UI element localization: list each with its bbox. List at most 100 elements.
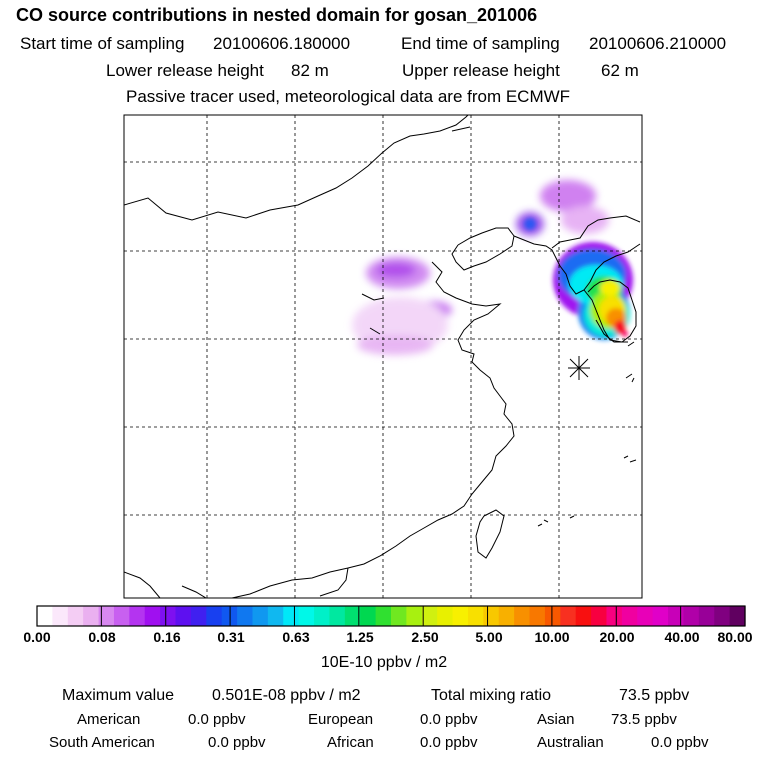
colorbar-swatch xyxy=(129,606,146,626)
plume-korea-yellow xyxy=(600,280,620,296)
colorbar-swatch xyxy=(298,606,315,626)
colorbar-swatch xyxy=(514,606,531,626)
colorbar-tick-2: 0.16 xyxy=(153,629,181,645)
colorbar-swatch xyxy=(406,606,423,626)
region-south-american-value: 0.0 ppbv xyxy=(208,734,266,751)
region-american-label: American xyxy=(77,711,141,728)
region-european-label: European xyxy=(308,711,374,728)
max-value-label: Maximum value xyxy=(62,687,175,704)
map-frame xyxy=(123,114,643,599)
colorbar-frame xyxy=(36,605,746,627)
colorbar-swatch xyxy=(160,606,177,626)
colorbar-swatch xyxy=(421,606,438,626)
taiwan xyxy=(475,509,505,559)
region-african-value: 0.0 ppbv xyxy=(420,734,478,751)
colorbar-swatch xyxy=(314,606,331,626)
colorbar-swatch xyxy=(144,606,161,626)
colorbar-swatch xyxy=(67,606,84,626)
korea-south-coast xyxy=(595,319,628,343)
colorbar-tick-9: 20.00 xyxy=(599,629,635,645)
hainan-strait xyxy=(181,585,207,598)
kyushu-island xyxy=(625,341,635,383)
colorbar-swatch xyxy=(606,606,623,626)
graticule xyxy=(124,115,642,598)
colorbar-swatch xyxy=(113,606,130,626)
korea-peninsula xyxy=(583,279,637,343)
end-time-value: 20100606.210000 xyxy=(589,34,727,53)
coast-liaodong xyxy=(513,235,641,295)
colorbar-units: 10E-10 ppbv / m2 xyxy=(320,654,448,671)
colorbar-swatch xyxy=(698,606,715,626)
colorbar-swatch xyxy=(683,606,700,626)
inland-border-1 xyxy=(361,293,385,335)
plume-west-core xyxy=(376,262,416,278)
colorbar-tick-0: 0.00 xyxy=(23,629,51,645)
colorbar-tick-4: 0.63 xyxy=(282,629,310,645)
coast-shandong xyxy=(347,261,515,569)
colorbar-swatch xyxy=(37,606,53,626)
plume-korea-red xyxy=(614,320,626,334)
total-mixing-value: 73.5 ppbv xyxy=(619,687,690,704)
region-american-value: 0.0 ppbv xyxy=(188,711,246,728)
colorbar-swatch xyxy=(498,606,515,626)
colorbar-swatch xyxy=(83,606,100,626)
border-ne xyxy=(451,126,641,249)
colorbar-swatch xyxy=(621,606,638,626)
colorbar-tick-1: 0.08 xyxy=(88,629,116,645)
region-asian-value: 73.5 ppbv xyxy=(611,711,677,728)
plume-north-2 xyxy=(561,206,609,234)
colorbar-swatch xyxy=(283,606,300,626)
colorbar-swatch xyxy=(560,606,577,626)
colorbar-swatch xyxy=(668,606,685,626)
colorbar-swatch xyxy=(652,606,669,626)
coast-sw-land xyxy=(124,571,161,598)
end-time-label: End time of sampling xyxy=(401,34,560,53)
colorbar-swatch xyxy=(637,606,654,626)
colorbar-swatch xyxy=(252,606,269,626)
colorbar-swatch xyxy=(714,606,731,626)
plume-nw-blue xyxy=(524,218,536,230)
colorbar-swatch xyxy=(267,606,284,626)
asterisk-receptor-marker-icon xyxy=(568,356,590,380)
region-european-value: 0.0 ppbv xyxy=(420,711,478,728)
tracer-note: Passive tracer used, meteorological data… xyxy=(126,87,571,106)
start-time-label: Start time of sampling xyxy=(20,34,185,53)
colorbar-tick-8: 10.00 xyxy=(534,629,570,645)
colorbar-swatch xyxy=(375,606,392,626)
region-australian-value: 0.0 ppbv xyxy=(651,734,709,751)
colorbar-swatch xyxy=(329,606,346,626)
region-asian-label: Asian xyxy=(537,711,575,728)
colorbar-swatch xyxy=(190,606,207,626)
colorbar-swatch xyxy=(391,606,407,626)
upper-height-label: Upper release height xyxy=(402,61,560,80)
ryukyu-1 xyxy=(537,455,637,527)
region-african-label: African xyxy=(327,734,374,751)
colorbar-swatch xyxy=(483,606,500,626)
colorbar-swatch xyxy=(237,606,254,626)
colorbar-swatch xyxy=(591,606,608,626)
border-north xyxy=(124,115,469,221)
region-australian-label: Australian xyxy=(537,734,604,751)
colorbar-swatch xyxy=(98,606,115,626)
lower-height-label: Lower release height xyxy=(106,61,264,80)
colorbar-tick-7: 5.00 xyxy=(475,629,503,645)
plume-west-south xyxy=(357,335,433,355)
colorbar-swatch xyxy=(344,606,361,626)
map-title: CO source contributions in nested domain… xyxy=(16,5,538,25)
colorbar-swatch xyxy=(544,606,561,626)
colorbar-tick-11: 80.00 xyxy=(717,629,753,645)
colorbar-swatch xyxy=(575,606,592,626)
region-south-american-label: South American xyxy=(49,734,155,751)
colorbar xyxy=(37,606,746,626)
plume-korea-pink xyxy=(622,331,628,337)
coast-south-china xyxy=(231,567,349,598)
coast-bohai-korea-bay xyxy=(451,227,515,271)
colorbar-tick-3: 0.31 xyxy=(217,629,245,645)
contribution-field xyxy=(352,180,633,355)
start-time-value: 20100606.180000 xyxy=(213,34,351,53)
upper-height-value: 62 m xyxy=(601,61,639,80)
colorbar-swatch xyxy=(206,606,223,626)
colorbar-swatch xyxy=(729,606,746,626)
colorbar-tick-5: 1.25 xyxy=(346,629,374,645)
